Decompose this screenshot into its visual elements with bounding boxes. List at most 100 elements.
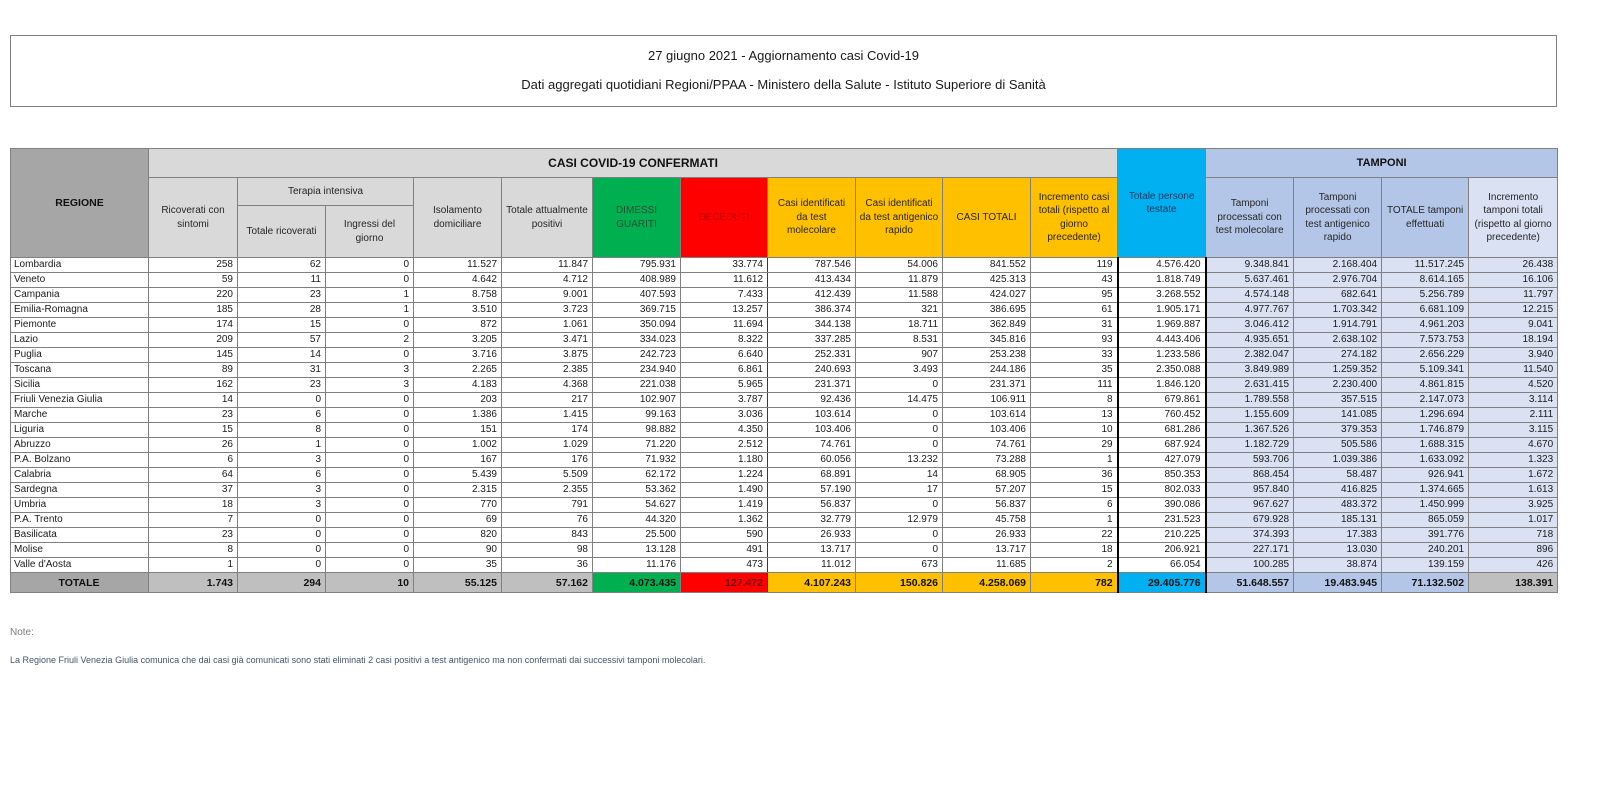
value-cell: 5.965	[680, 377, 768, 393]
value-cell: 58.487	[1293, 467, 1383, 483]
value-cell: 590	[680, 527, 768, 543]
value-cell: 103.406	[942, 422, 1031, 438]
table-header: REGIONE CASI COVID-19 CONFERMATI Totale …	[10, 148, 1559, 258]
value-cell: 59	[148, 272, 238, 288]
value-cell: 1.029	[501, 437, 593, 453]
value-cell: 1.259.352	[1293, 362, 1383, 378]
value-cell: 242.723	[592, 347, 681, 363]
value-cell: 2.638.102	[1293, 332, 1383, 348]
group-header-terapia-intensiva: Terapia intensiva	[237, 177, 414, 206]
value-cell: 11.012	[767, 557, 856, 573]
value-cell: 103.406	[767, 422, 856, 438]
value-cell: 1.789.558	[1205, 392, 1295, 408]
value-cell: 413.434	[767, 272, 856, 288]
value-cell: 28	[237, 302, 326, 318]
value-cell: 679.928	[1205, 512, 1295, 528]
value-cell: 3	[237, 497, 326, 513]
value-cell: 74.761	[942, 437, 1031, 453]
value-cell: 12.979	[855, 512, 943, 528]
total-label: TOTALE	[10, 572, 149, 593]
col-header-casi-test-molecolare: Casi identificati da test molecolare	[767, 177, 856, 258]
col-header-ricoverati-con-sintomi: Ricoverati con sintomi	[148, 177, 238, 258]
value-cell: 111	[1029, 377, 1119, 393]
value-cell: 0	[325, 437, 414, 453]
value-cell: 26.933	[942, 527, 1031, 543]
value-cell: 18	[1029, 542, 1119, 558]
value-cell: 1.386	[413, 407, 502, 423]
table-row: Liguria 15 8 0 151 174 98.882 4.350 103.406 0 103.…	[10, 422, 1559, 438]
value-cell: 1.743	[148, 572, 238, 593]
value-cell: 357.515	[1293, 392, 1383, 408]
value-cell: 2.382.047	[1205, 347, 1295, 363]
value-cell: 15	[148, 422, 238, 438]
value-cell: 3.268.552	[1116, 287, 1207, 303]
value-cell: 1	[148, 557, 238, 573]
value-cell: 1.061	[501, 317, 593, 333]
value-cell: 51.648.557	[1205, 572, 1295, 593]
table-row: Lazio 209 57 2 3.205 3.471 334.023 8.322 337.285…	[10, 332, 1559, 348]
col-header-deceduti: DECEDUTI	[680, 177, 768, 258]
value-cell: 0	[325, 542, 414, 558]
value-cell: 95	[1029, 287, 1119, 303]
table-row: Sardegna 37 3 0 2.315 2.355 53.362 1.490 57.190 1…	[10, 482, 1559, 498]
value-cell: 11.879	[855, 272, 943, 288]
value-cell: 10	[1029, 422, 1119, 438]
value-cell: 6.681.109	[1381, 302, 1470, 318]
value-cell: 4.574.148	[1205, 287, 1295, 303]
value-cell: 2.355	[501, 482, 593, 498]
value-cell: 3.115	[1468, 422, 1559, 438]
table-row: Marche 23 6 0 1.386 1.415 99.163 3.036 103.614 0 1…	[10, 407, 1559, 423]
page: 27 giugno 2021 - Aggiornamento casi Covi…	[10, 35, 1559, 665]
value-cell: 127.472	[680, 572, 768, 593]
value-cell: 5.109.341	[1381, 362, 1470, 378]
value-cell: 11	[237, 272, 326, 288]
value-cell: 1.155.609	[1205, 407, 1295, 423]
value-cell: 98	[501, 542, 593, 558]
col-header-tamponi-molecolare: Tamponi processati con test molecolare	[1205, 177, 1295, 258]
value-cell: 1.905.171	[1116, 302, 1207, 318]
value-cell: 3.849.989	[1205, 362, 1295, 378]
value-cell: 55.125	[413, 572, 502, 593]
value-cell: 369.715	[592, 302, 681, 318]
value-cell: 6	[237, 407, 326, 423]
region-name: Basilicata	[10, 527, 149, 543]
value-cell: 19.483.945	[1293, 572, 1383, 593]
value-cell: 1.296.694	[1381, 407, 1470, 423]
value-cell: 4.368	[501, 377, 593, 393]
value-cell: 7.573.753	[1381, 332, 1470, 348]
value-cell: 1.746.879	[1381, 422, 1470, 438]
value-cell: 795.931	[592, 257, 681, 273]
table-row: P.A. Bolzano 6 3 0 167 176 71.932 1.180 60.056 13…	[10, 452, 1559, 468]
value-cell: 57.162	[501, 572, 593, 593]
value-cell: 31	[1029, 317, 1119, 333]
value-cell: 4.576.420	[1116, 257, 1207, 273]
value-cell: 412.439	[767, 287, 856, 303]
value-cell: 907	[855, 347, 943, 363]
value-cell: 6.861	[680, 362, 768, 378]
value-cell: 3.723	[501, 302, 593, 318]
col-header-totale-attualmente-positivi: Totale attualmente positivi	[501, 177, 593, 258]
value-cell: 1.415	[501, 407, 593, 423]
col-header-casi-test-antigenico: Casi identificati da test antigenico rap…	[855, 177, 943, 258]
value-cell: 9.348.841	[1205, 257, 1295, 273]
value-cell: 957.840	[1205, 482, 1295, 498]
value-cell: 2.512	[680, 437, 768, 453]
value-cell: 1.914.791	[1293, 317, 1383, 333]
value-cell: 682.641	[1293, 287, 1383, 303]
value-cell: 11.847	[501, 257, 593, 273]
value-cell: 1.688.315	[1381, 437, 1470, 453]
value-cell: 44.320	[592, 512, 681, 528]
value-cell: 73.288	[942, 452, 1031, 468]
value-cell: 681.286	[1116, 422, 1207, 438]
value-cell: 56.837	[942, 497, 1031, 513]
value-cell: 0	[325, 482, 414, 498]
value-cell: 26.933	[767, 527, 856, 543]
value-cell: 0	[325, 452, 414, 468]
value-cell: 8.614.165	[1381, 272, 1470, 288]
col-header-incremento-tamponi: Incremento tamponi totali (rispetto al g…	[1468, 177, 1559, 258]
value-cell: 102.907	[592, 392, 681, 408]
value-cell: 390.086	[1116, 497, 1207, 513]
value-cell: 0	[237, 542, 326, 558]
value-cell: 8.531	[855, 332, 943, 348]
value-cell: 9.041	[1468, 317, 1559, 333]
